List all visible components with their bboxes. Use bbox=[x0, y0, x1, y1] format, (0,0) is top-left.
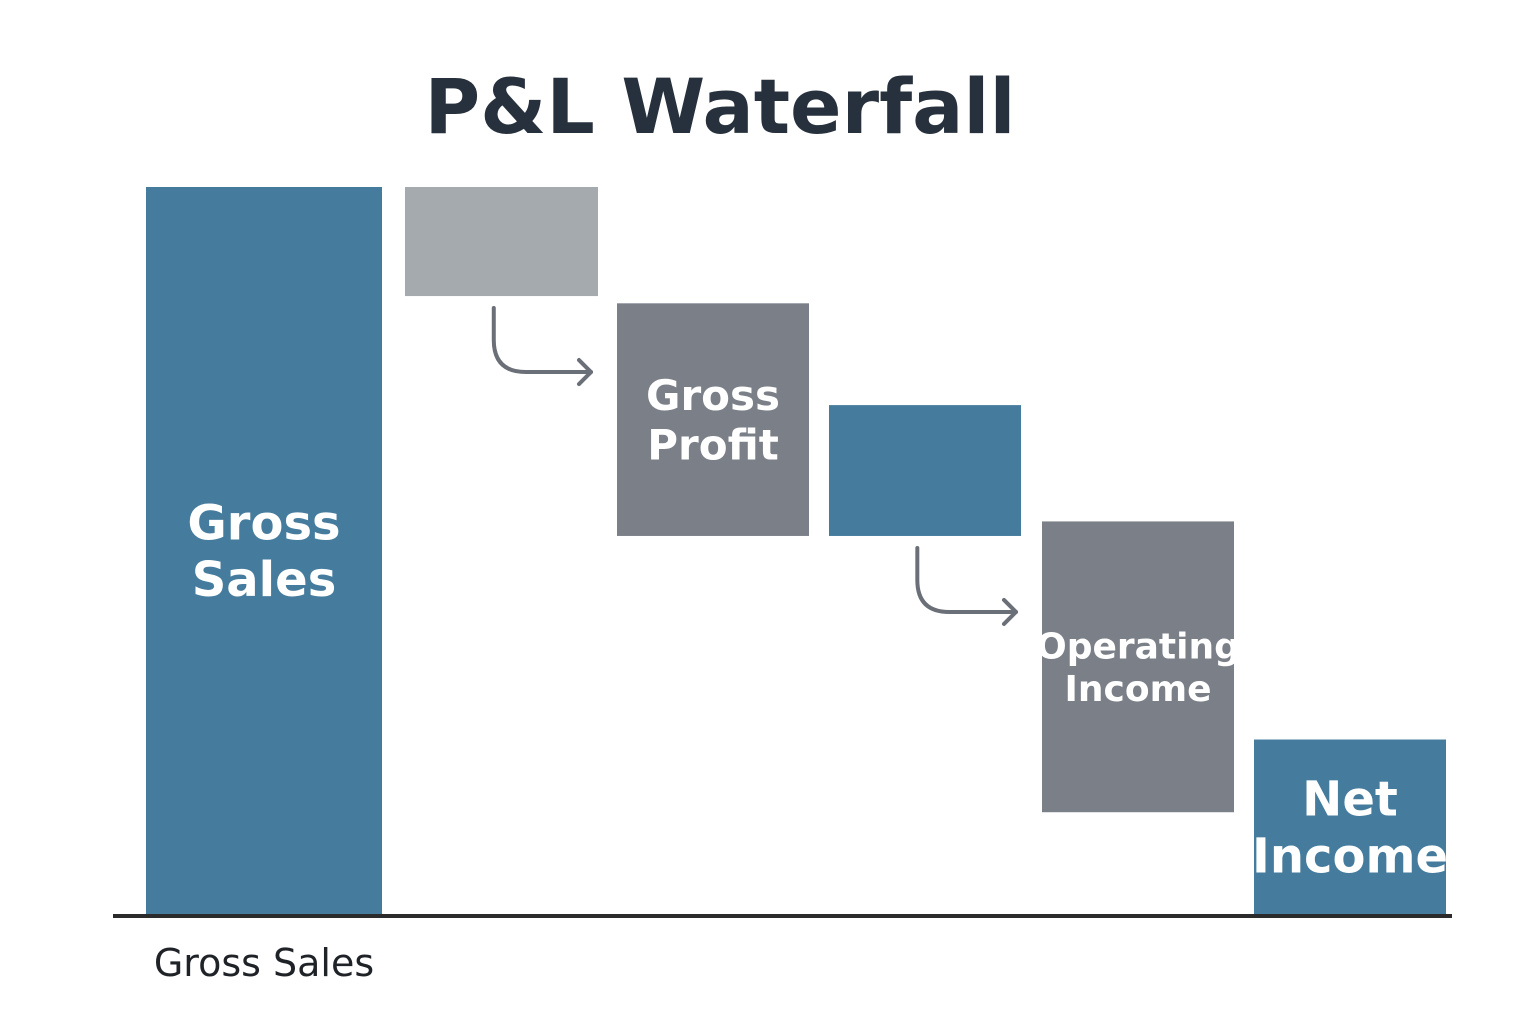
connector-arrowhead-2 bbox=[1002, 597, 1018, 626]
bar-label-gross-sales: Gross Sales bbox=[187, 495, 340, 608]
waterfall-bar-step-1 bbox=[405, 187, 598, 297]
connectors-layer bbox=[491, 306, 1018, 626]
ticks-layer: Gross Sales bbox=[154, 941, 374, 985]
connector-arrow-2 bbox=[915, 545, 1018, 614]
waterfall-bar-gross-sales bbox=[146, 187, 382, 914]
bar-label-operating-income: Operating Income bbox=[1036, 627, 1240, 710]
bar-label-net-income: Net Income bbox=[1252, 772, 1448, 885]
x-tick-label: Gross Sales bbox=[154, 941, 374, 985]
waterfall-bar-operating-income bbox=[1042, 521, 1234, 813]
waterfall-bar-step-3 bbox=[829, 405, 1021, 536]
connector-arrowhead-1 bbox=[577, 358, 593, 387]
connector-arrow-1 bbox=[491, 306, 593, 375]
bar-label-gross-profit: Gross Profit bbox=[646, 371, 780, 470]
waterfall-bar-gross-profit bbox=[617, 303, 809, 536]
bars-layer bbox=[146, 187, 1446, 914]
chart-title: P&L Waterfall bbox=[424, 62, 1016, 151]
waterfall-bar-net-income bbox=[1254, 739, 1446, 914]
